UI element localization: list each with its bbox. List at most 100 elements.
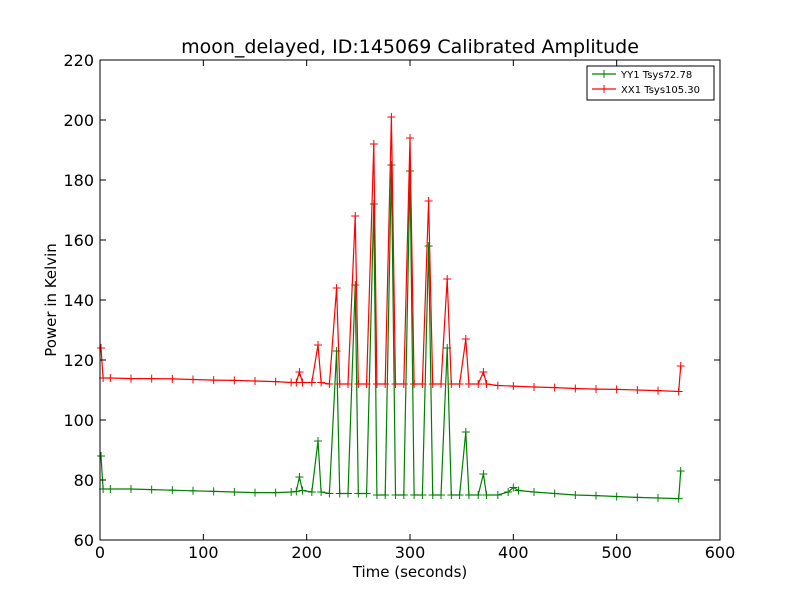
- series-1-point: [106, 485, 115, 493]
- series-2-point: [428, 380, 437, 388]
- series-1-point: [437, 491, 445, 499]
- x-tick-label: 0: [95, 543, 105, 562]
- series-2-point: [424, 197, 433, 205]
- series-2-point: [493, 381, 502, 390]
- series-1-point: [571, 491, 580, 499]
- series-2-point: [406, 134, 414, 142]
- series-1-point: [410, 491, 419, 499]
- series-1-point: [381, 491, 390, 499]
- series-2-point: [464, 380, 473, 388]
- series-2-point: [127, 374, 135, 383]
- series-1-point: [298, 486, 307, 495]
- series-1-point: [292, 487, 301, 496]
- legend-box: [586, 65, 715, 101]
- series-2-point: [550, 383, 559, 392]
- series-1-point: [461, 428, 470, 436]
- series-1-point: [482, 491, 491, 499]
- series-1-point: [592, 491, 600, 500]
- series-1-point: [550, 489, 559, 498]
- series-2-point: [455, 380, 464, 388]
- axis-ticks: 0 100 200 300 400 500 600 60 80 100 120 140 160 180 20…: [63, 51, 735, 562]
- series-2-point: [437, 380, 445, 388]
- series-2-point: [106, 374, 115, 382]
- series-2-point: [676, 362, 685, 370]
- x-tick-label: 100: [188, 543, 219, 562]
- series-1-point: [530, 488, 538, 496]
- series-2-point: [633, 386, 642, 394]
- series-1-point: [424, 242, 433, 250]
- x-tick-label: 200: [291, 543, 322, 562]
- x-tick-label: 400: [498, 543, 529, 562]
- series-1-point: [271, 488, 280, 497]
- y-tick-label: 220: [63, 51, 94, 70]
- series-2-point: [479, 368, 488, 376]
- series-2-point: [410, 380, 419, 388]
- series-2-point: [443, 275, 452, 283]
- series-1-point: [189, 486, 197, 495]
- y-tick-label: 180: [63, 171, 94, 190]
- series-1-point: [514, 486, 523, 495]
- series-2-point: [474, 380, 483, 388]
- series-1-point: [147, 485, 156, 494]
- series-1-point: [399, 491, 408, 499]
- y-tick-label: 100: [63, 411, 94, 430]
- series-1-point: [354, 489, 363, 498]
- series-2-point: [381, 380, 390, 388]
- series-2-point: [447, 380, 456, 388]
- series-2-point: [592, 385, 600, 394]
- series-2-point: [335, 380, 344, 388]
- y-tick-label: 80: [74, 471, 94, 490]
- series-1-point: [344, 489, 352, 498]
- plot-frame: [99, 59, 721, 541]
- series-2-point: [271, 377, 280, 386]
- series-2-point: [325, 380, 334, 388]
- legend-label: YY1 Tsys72.78: [620, 70, 692, 81]
- y-axis-label: Power in Kelvin: [42, 243, 60, 357]
- series-1-point: [168, 486, 177, 495]
- series-1-line: [100, 164, 682, 500]
- series-2-point: [251, 377, 259, 385]
- series-1-point: [362, 489, 371, 498]
- series-2-point: [674, 387, 683, 396]
- series-1-point: [209, 487, 218, 496]
- series-1-point: [372, 491, 381, 499]
- series-1-point: [287, 488, 296, 496]
- series-2-point: [362, 380, 371, 388]
- series-1-point: [295, 473, 304, 481]
- legend: YY1 Tsys72.78 XX1 Tsys105.30: [586, 65, 715, 101]
- series-2-point: [209, 376, 218, 385]
- series-2-point: [298, 378, 307, 387]
- series-2-point: [332, 284, 341, 292]
- series-2-point: [168, 374, 177, 383]
- series-2-point: [147, 374, 156, 383]
- series-1-point: [428, 491, 437, 499]
- series-2-point: [418, 380, 427, 388]
- series-1-point: [654, 494, 662, 502]
- x-axis-label: Time (seconds): [352, 563, 468, 581]
- series-2-point: [571, 384, 580, 393]
- series-1-point: [509, 483, 518, 492]
- y-tick-label: 200: [63, 111, 94, 130]
- series-2-point: [295, 368, 304, 376]
- series-1-point: [479, 470, 488, 478]
- series-2-point: [612, 385, 621, 394]
- series-1-point: [612, 492, 621, 501]
- series-1-point: [369, 200, 378, 208]
- series-2-point: [354, 380, 363, 388]
- series-2-point: [530, 383, 538, 391]
- series-2-point: [97, 344, 106, 352]
- series-1-point: [332, 347, 341, 355]
- series-2-point: [369, 140, 378, 148]
- y-tick-label: 160: [63, 231, 94, 250]
- legend-label: XX1 Tsys105.30: [621, 85, 700, 96]
- x-tick-label: 600: [705, 543, 736, 562]
- series-1-point: [493, 491, 502, 499]
- series-2-point: [399, 380, 408, 388]
- x-tick-label: 300: [395, 543, 426, 562]
- series-2-point: [230, 376, 239, 385]
- series-1-point: [325, 489, 334, 498]
- y-tick-label: 120: [63, 351, 94, 370]
- series-1-point: [447, 491, 456, 499]
- series-2-point: [317, 378, 326, 387]
